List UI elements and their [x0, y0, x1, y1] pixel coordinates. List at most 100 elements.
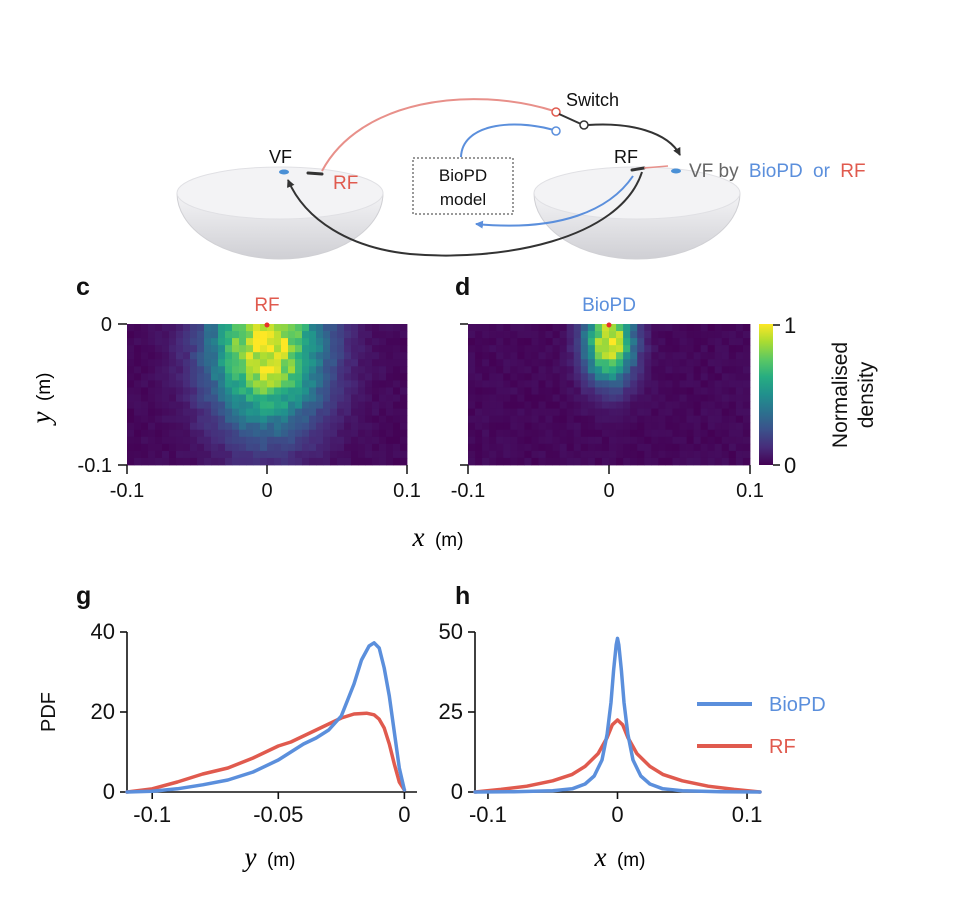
heatmap-cell — [260, 422, 268, 431]
heatmap-cell — [183, 324, 191, 332]
heatmap-cell — [517, 352, 525, 360]
heatmap-cell — [503, 359, 511, 367]
heatmap-cell — [281, 408, 289, 417]
heatmap-cell — [672, 338, 680, 346]
heatmap-cell — [538, 338, 546, 346]
heatmap-cell — [630, 373, 638, 381]
heatmap-cell — [169, 436, 177, 445]
heatmap-cell — [693, 450, 702, 459]
heatmap-cell — [630, 387, 638, 395]
heatmap-cell — [169, 345, 177, 353]
heatmap-cell — [559, 324, 568, 332]
heatmap-cell — [162, 380, 170, 388]
heatmap-cell — [728, 422, 737, 431]
heatmap-cell — [204, 450, 212, 459]
heatmap-cell — [496, 443, 504, 452]
heatmap-cell — [344, 429, 352, 438]
heatmap-cell — [503, 415, 511, 424]
heatmap-cell — [323, 415, 331, 424]
heatmap-cell — [162, 324, 170, 332]
heatmap-cell — [580, 338, 589, 346]
heatmap-cell — [274, 331, 282, 339]
heatmap-cell — [658, 436, 666, 445]
heatmap-cell — [700, 345, 709, 353]
heatmap-cell — [253, 373, 261, 381]
heatmap-cell — [735, 352, 744, 360]
heatmap-cell — [337, 450, 345, 459]
heatmap-cell — [672, 373, 680, 381]
heatmap-cell — [344, 436, 352, 445]
heatmap-cell — [246, 443, 254, 452]
heatmap-cell — [190, 436, 198, 445]
heatmap-cell — [651, 443, 659, 452]
heatmap-cell — [358, 387, 366, 395]
heatmap-cell — [302, 443, 310, 452]
heatmap-cell — [594, 366, 603, 374]
heatmap-cell — [274, 373, 282, 381]
g-x-var: y — [242, 842, 257, 872]
heatmap-cell — [379, 450, 387, 459]
heatmap-cell — [665, 443, 673, 452]
heatmap-cell — [148, 380, 156, 388]
heatmap-cell — [475, 387, 483, 395]
d-xtick-label-1: 0 — [603, 480, 614, 502]
heatmap-cell — [351, 415, 359, 424]
vf-by-text: VF by — [689, 161, 739, 182]
heatmap-cell — [386, 422, 394, 431]
heatmap-cell — [545, 408, 553, 417]
heatmap-cell — [155, 352, 163, 360]
heatmap-cell — [489, 359, 497, 367]
heatmap-cell — [707, 457, 716, 466]
heatmap-cell — [630, 443, 638, 452]
heatmap-cell — [707, 331, 716, 339]
heatmap-cell — [260, 373, 268, 381]
heatmap-cell — [580, 352, 589, 360]
heatmap-cell — [330, 443, 338, 452]
heatmap-cell — [679, 429, 687, 438]
heatmap-cell — [323, 380, 331, 388]
heatmap-cell — [358, 359, 366, 367]
heatmap-cell — [316, 457, 324, 466]
heatmap-cell — [503, 429, 511, 438]
heatmap-cell — [267, 324, 275, 332]
heatmap-cell — [475, 331, 483, 339]
heatmap-cell — [295, 373, 303, 381]
right-rf-to-left-vf — [287, 171, 643, 257]
heatmap-cell — [538, 443, 546, 452]
heatmap-cell — [742, 366, 751, 374]
heatmap-cell — [267, 352, 275, 360]
heatmap-cell — [482, 436, 490, 445]
heatmap-cell — [601, 450, 610, 459]
heatmap-cell — [365, 408, 373, 417]
heatmap-cell — [468, 352, 476, 360]
heatmap-cell — [658, 408, 666, 417]
heatmap-cell — [225, 450, 233, 459]
heatmap-cell — [358, 401, 366, 409]
heatmap-cell — [573, 331, 582, 339]
heatmap-cell — [239, 415, 247, 424]
heatmap-cell — [721, 415, 730, 424]
heatmap-cell — [197, 415, 205, 424]
heatmap-cell — [253, 450, 261, 459]
heatmap-cell — [475, 359, 483, 367]
heatmap-cell — [721, 373, 730, 381]
y-tick-label: 25 — [439, 699, 463, 724]
heatmap-cell — [260, 415, 268, 424]
heatmap-cell — [489, 401, 497, 409]
heatmap-cell — [232, 415, 240, 424]
heatmap-cell — [183, 429, 191, 438]
heatmap-cell — [714, 443, 723, 452]
heatmap-cell — [162, 415, 170, 424]
heatmap-cell — [672, 415, 680, 424]
heatmap-cell — [552, 415, 561, 424]
heatmap-cell — [559, 450, 568, 459]
heatmap-cell — [630, 429, 638, 438]
heatmap-cell — [686, 394, 694, 402]
heatmap-cell — [623, 394, 631, 402]
heatmap-cell — [503, 352, 511, 360]
heatmap-cell — [386, 331, 394, 339]
heatmap-cell — [309, 408, 317, 417]
heatmap-cell — [330, 331, 338, 339]
heatmap-cell — [316, 345, 324, 353]
heatmap-cell — [637, 408, 645, 417]
